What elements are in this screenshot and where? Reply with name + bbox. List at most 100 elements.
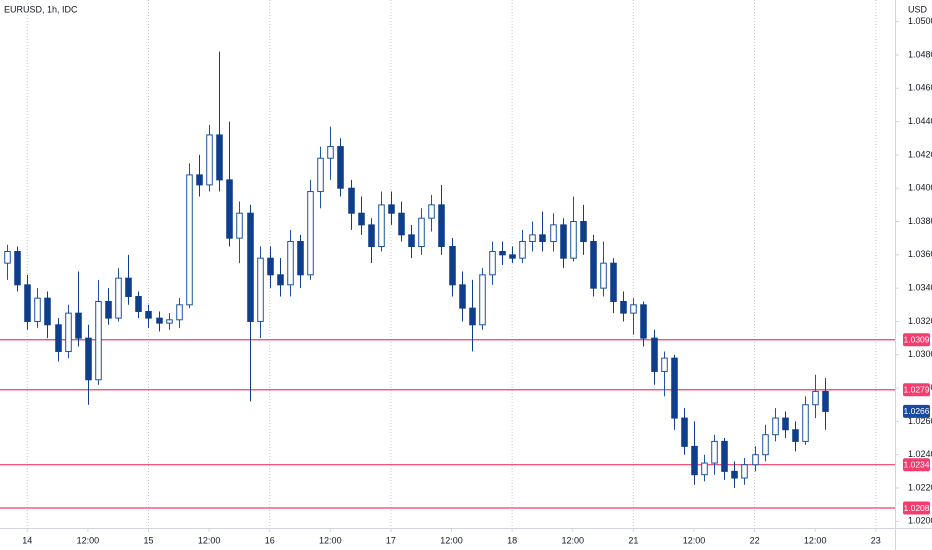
candle-body — [55, 324, 62, 352]
y-tick-label: 1.0480 — [908, 49, 932, 59]
candle-body — [479, 274, 486, 326]
level-label: 1.0279 — [904, 385, 930, 395]
candle-body — [711, 440, 718, 464]
candle-body — [469, 307, 476, 326]
candle-body — [630, 304, 637, 314]
candle-body — [216, 134, 223, 181]
candle-body — [691, 445, 698, 476]
candle-body — [721, 440, 728, 472]
last-price-label: 1.0266 — [904, 406, 930, 416]
candle-body — [348, 187, 355, 214]
level-label-box — [903, 501, 930, 515]
candle-body — [186, 174, 193, 306]
candle-body — [529, 234, 536, 243]
candle-body — [145, 310, 152, 319]
candle-body — [337, 146, 344, 189]
candle-body — [752, 454, 759, 466]
candle-body — [267, 257, 274, 276]
x-tick-label: 22 — [750, 535, 760, 545]
y-axis-label: USD — [908, 4, 928, 14]
candle-body — [741, 464, 748, 479]
level-label: 1.0309 — [904, 335, 930, 345]
candle-body — [570, 221, 577, 259]
candle-body — [449, 246, 456, 286]
candle-body — [701, 462, 708, 476]
candle-body — [297, 241, 304, 276]
candle-body — [539, 234, 546, 243]
candle-body — [287, 241, 294, 286]
x-tick-label: 17 — [386, 535, 396, 545]
candle-body — [34, 297, 41, 322]
x-tick-label: 12:00 — [804, 535, 827, 545]
candle-body — [368, 224, 375, 248]
candle-body — [105, 300, 112, 319]
candle-body — [257, 257, 264, 322]
candle-body — [398, 212, 405, 236]
y-tick-label: 1.0300 — [908, 349, 932, 359]
candle-body — [75, 312, 82, 339]
candle-body — [519, 241, 526, 259]
level-label: 1.0234 — [904, 459, 930, 469]
candle-body — [459, 284, 466, 309]
x-tick-label: 21 — [628, 535, 638, 545]
y-tick-label: 1.0340 — [908, 283, 932, 293]
candle-body — [418, 217, 425, 248]
y-tick-label: 1.0460 — [908, 83, 932, 93]
candle-body — [822, 390, 829, 412]
candle-body — [65, 312, 72, 352]
chart-title: EURUSD, 1h, IDC — [4, 4, 78, 14]
candle-body — [196, 174, 203, 186]
candle-body — [247, 212, 254, 322]
candle-body — [681, 417, 688, 447]
y-tick-label: 1.0260 — [908, 416, 932, 426]
candle-body — [671, 357, 678, 419]
candle-body — [115, 277, 122, 319]
x-tick-label: 14 — [22, 535, 32, 545]
x-tick-label: 15 — [143, 535, 153, 545]
candle-body — [772, 417, 779, 436]
y-tick-label: 1.0360 — [908, 249, 932, 259]
last-price-box — [903, 404, 930, 418]
candle-body — [95, 300, 102, 381]
candle-body — [600, 262, 607, 289]
candle-body — [610, 262, 617, 302]
candle-body — [640, 304, 647, 339]
candle-body — [317, 157, 324, 193]
candle-body — [125, 277, 132, 297]
candle-body — [762, 434, 769, 456]
y-tick-label: 1.0220 — [908, 482, 932, 492]
candle-body — [4, 251, 11, 264]
x-tick-label: 23 — [871, 535, 881, 545]
candle-body — [560, 224, 567, 259]
candle-body — [206, 134, 213, 186]
candle-body — [135, 295, 142, 312]
candle-body — [438, 204, 445, 248]
candle-body — [590, 241, 597, 289]
x-tick-label: 18 — [507, 535, 517, 545]
level-label-box — [903, 333, 930, 347]
y-tick-label: 1.0440 — [908, 116, 932, 126]
y-tick-label: 1.0200 — [908, 516, 932, 526]
x-tick-label: 12:00 — [319, 535, 342, 545]
candle-body — [156, 317, 163, 324]
candle-body — [620, 300, 627, 314]
candle-body — [408, 234, 415, 248]
candle-body — [176, 304, 183, 321]
candle-body — [166, 319, 173, 324]
y-tick-label: 1.0500 — [908, 16, 932, 26]
candle-body — [24, 284, 31, 322]
candle-body — [782, 417, 789, 431]
candle-body — [44, 297, 51, 326]
candle-body — [236, 212, 243, 239]
candle-body — [580, 221, 587, 243]
y-tick-label: 1.0240 — [908, 449, 932, 459]
candle-body — [277, 274, 284, 286]
candle-body — [378, 204, 385, 248]
candle-body — [428, 204, 435, 219]
candle-body — [731, 470, 738, 479]
candle-body — [550, 224, 557, 243]
y-tick-label: 1.0400 — [908, 183, 932, 193]
x-tick-label: 12:00 — [77, 535, 100, 545]
